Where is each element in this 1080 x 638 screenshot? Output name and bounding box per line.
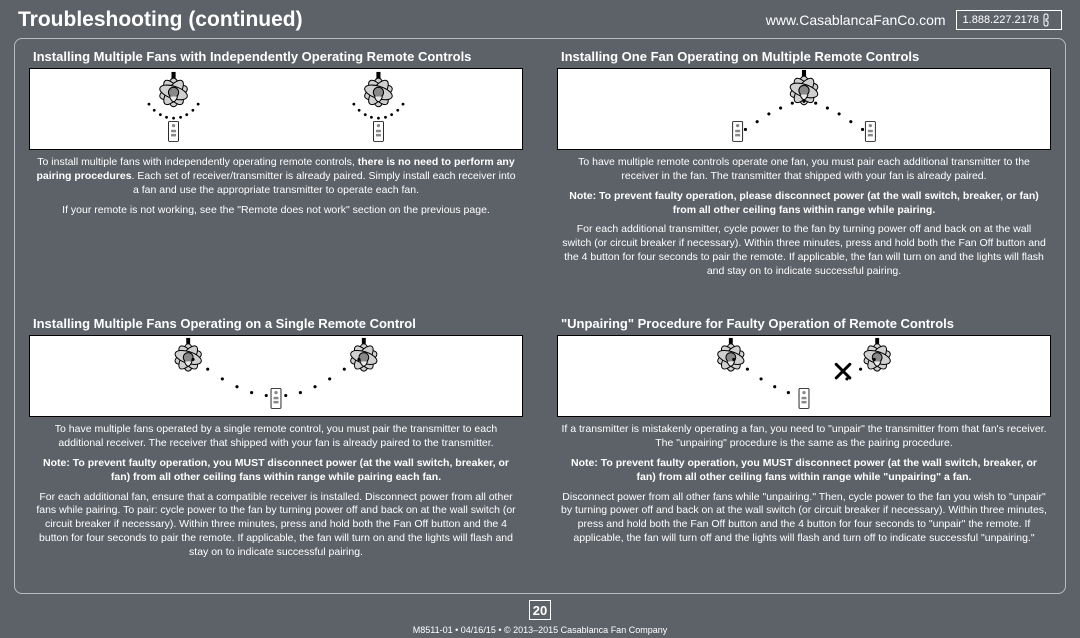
content-frame: Installing Multiple Fans with Independen… [14, 38, 1066, 594]
section-unpairing: "Unpairing" Procedure for Faulty Operati… [551, 316, 1057, 587]
section-title: Installing Multiple Fans Operating on a … [33, 316, 529, 331]
phone-box: 1.888.227.2178 [956, 10, 1062, 30]
section-title: Installing Multiple Fans with Independen… [33, 49, 529, 64]
section-body: If a transmitter is mistakenly operating… [551, 423, 1057, 546]
illustration [29, 335, 523, 417]
phone-number: 1.888.227.2178 [963, 14, 1039, 26]
section-one-fan-multi-remotes: Installing One Fan Operating on Multiple… [551, 49, 1057, 306]
website-url: www.CasablancaFanCo.com [766, 12, 946, 28]
section-multi-fans-multi-remotes: Installing Multiple Fans with Independen… [23, 49, 529, 306]
paragraph: If a transmitter is mistakenly operating… [561, 423, 1047, 451]
illustration [557, 68, 1051, 150]
paragraph: If your remote is not working, see the "… [33, 204, 519, 218]
page-title: Troubleshooting (continued) [18, 8, 303, 32]
page-number: 20 [529, 600, 551, 620]
footer-text: M8511-01 • 04/16/15 • © 2013–2015 Casabl… [0, 625, 1080, 635]
header-right: www.CasablancaFanCo.com 1.888.227.2178 [766, 10, 1062, 30]
paragraph: Note: To prevent faulty operation, you M… [561, 457, 1047, 485]
paragraph: For each additional transmitter, cycle p… [561, 223, 1047, 278]
paragraph: For each additional fan, ensure that a c… [33, 491, 519, 560]
section-title: Installing One Fan Operating on Multiple… [561, 49, 1057, 64]
paragraph: To have multiple remote controls operate… [561, 156, 1047, 184]
page-header: Troubleshooting (continued) www.Casablan… [0, 0, 1080, 38]
section-title: "Unpairing" Procedure for Faulty Operati… [561, 316, 1057, 331]
illustration [557, 335, 1051, 417]
paragraph: Note: To prevent faulty operation, pleas… [561, 190, 1047, 218]
section-body: To install multiple fans with independen… [23, 156, 529, 217]
section-multi-fans-one-remote: Installing Multiple Fans Operating on a … [23, 316, 529, 587]
section-body: To have multiple remote controls operate… [551, 156, 1057, 279]
content-grid: Installing Multiple Fans with Independen… [23, 49, 1057, 587]
illustration [29, 68, 523, 150]
paragraph: To have multiple fans operated by a sing… [33, 423, 519, 451]
paragraph: To install multiple fans with independen… [33, 156, 519, 198]
paragraph: Disconnect power from all other fans whi… [561, 491, 1047, 546]
paragraph: Note: To prevent faulty operation, you M… [33, 457, 519, 485]
phone-icon [1043, 13, 1055, 27]
section-body: To have multiple fans operated by a sing… [23, 423, 529, 560]
